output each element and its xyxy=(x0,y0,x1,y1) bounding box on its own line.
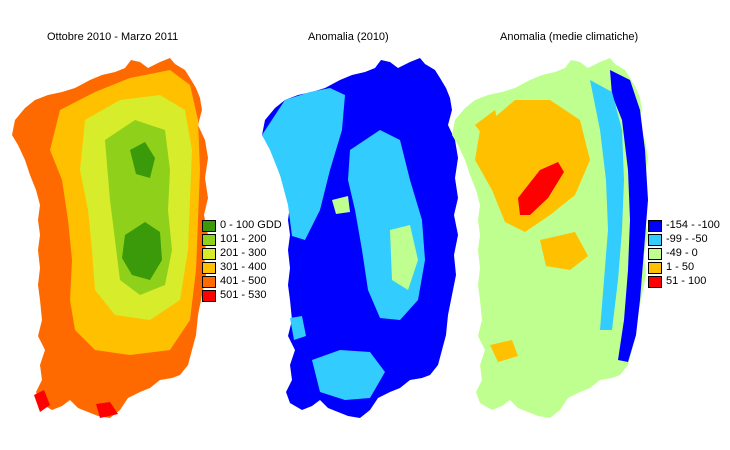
panel-title-gdd: Ottobre 2010 - Marzo 2011 xyxy=(47,31,179,43)
panel-title-anomaly-climate: Anomalia (medie climatiche) xyxy=(500,31,639,43)
legend-label: 51 - 100 xyxy=(666,275,707,287)
legend-swatch xyxy=(648,248,662,260)
legend-swatch xyxy=(202,220,216,232)
legend-swatch xyxy=(202,276,216,288)
map-gdd xyxy=(12,58,208,418)
legend-label: -154 - -100 xyxy=(666,219,720,231)
legend-swatch xyxy=(202,248,216,260)
legend-label: 501 - 530 xyxy=(220,289,267,301)
legend-label: 201 - 300 xyxy=(220,247,267,259)
legend-label: 101 - 200 xyxy=(220,233,267,245)
map-anomaly-2010 xyxy=(262,58,458,418)
legend-anomaly: -154 - -100 -99 - -50 -49 - 0 1 - 50 51 … xyxy=(648,219,728,300)
legend-swatch xyxy=(202,290,216,302)
legend-label: 0 - 100 GDD xyxy=(220,219,282,231)
legend-gdd: 0 - 100 GDD 101 - 200 201 - 300 301 - 40… xyxy=(202,219,292,310)
legend-swatch xyxy=(648,234,662,246)
legend-label: 401 - 500 xyxy=(220,275,267,287)
panel-title-anomaly-2010: Anomalia (2010) xyxy=(308,31,389,43)
legend-label: -49 - 0 xyxy=(666,247,698,259)
map-anomaly-climate xyxy=(452,58,648,418)
legend-swatch xyxy=(648,262,662,274)
legend-swatch xyxy=(648,276,662,288)
legend-swatch xyxy=(202,234,216,246)
legend-label: 301 - 400 xyxy=(220,261,267,273)
legend-label: -99 - -50 xyxy=(666,233,708,245)
legend-swatch xyxy=(202,262,216,274)
legend-label: 1 - 50 xyxy=(666,261,695,273)
legend-swatch xyxy=(648,220,662,232)
